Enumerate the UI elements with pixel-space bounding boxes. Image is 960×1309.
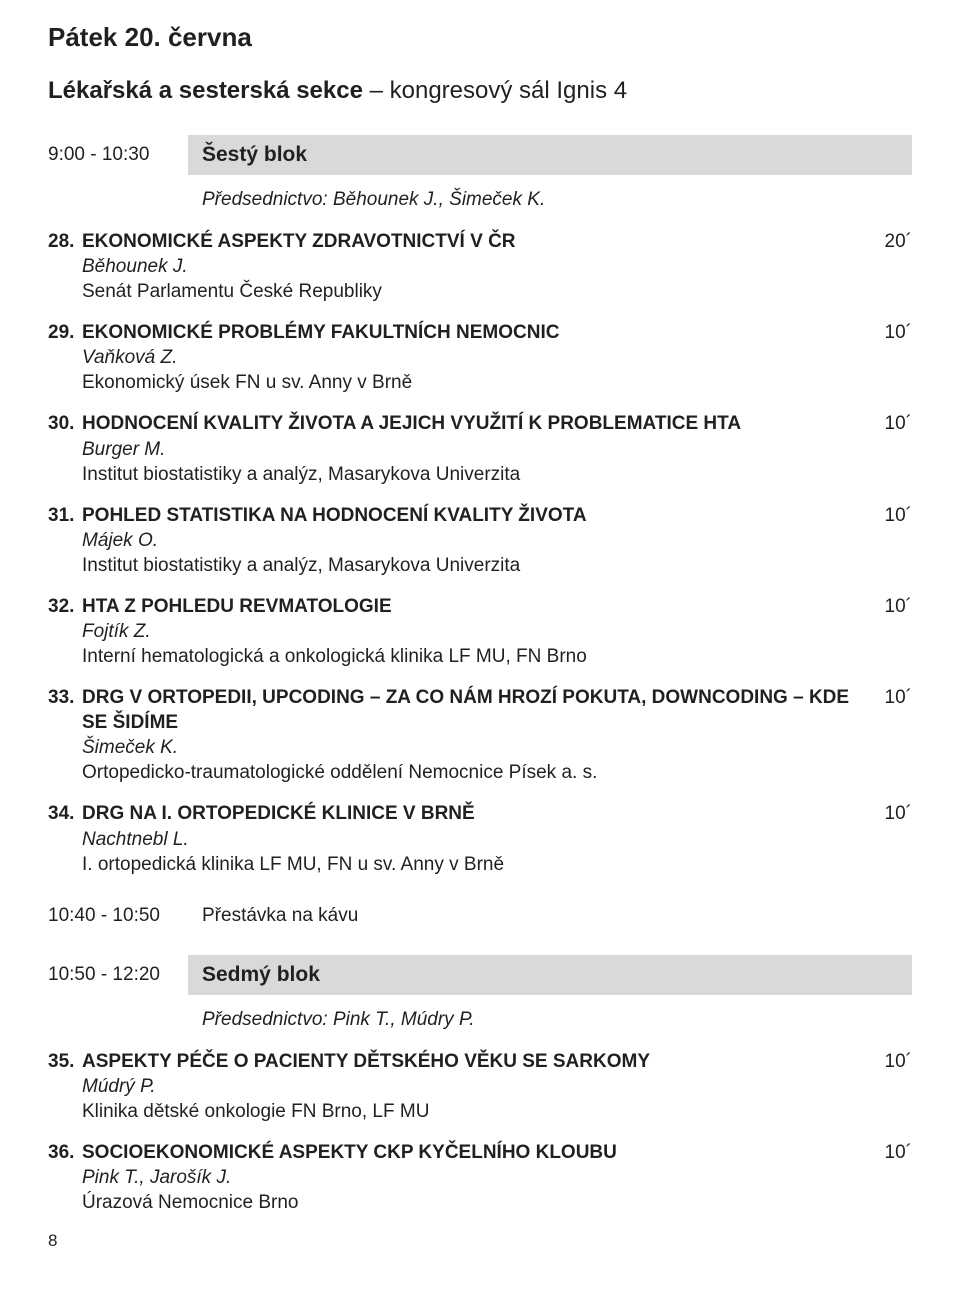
talk-title: ASPEKTY PÉČE O PACIENTY DĚTSKÉHO VĚKU SE… — [82, 1049, 885, 1074]
page-number: 8 — [48, 1231, 912, 1251]
talk-affiliation: I. ortopedická klinika LF MU, FN u sv. A… — [82, 852, 912, 877]
block-row: 10:50 - 12:20 Sedmý blok — [48, 955, 912, 995]
talk-author: Šimeček K. — [82, 735, 912, 760]
block-chair: Předsednictvo: Běhounek J., Šimeček K. — [202, 189, 912, 211]
talk-item: 29.EKONOMICKÉ PROBLÉMY FAKULTNÍCH NEMOCN… — [48, 320, 912, 395]
talk-author: Vaňková Z. — [82, 345, 912, 370]
talk-item: 28.EKONOMICKÉ ASPEKTY ZDRAVOTNICTVÍ V ČR… — [48, 229, 912, 304]
talk-head: 36.SOCIOEKONOMICKÉ ASPEKTY CKP KYČELNÍHO… — [48, 1140, 912, 1165]
block-row: 9:00 - 10:30 Šestý blok — [48, 135, 912, 175]
talk-affiliation: Institut biostatistiky a analýz, Masaryk… — [82, 553, 912, 578]
talk-head: 33.DRG V ORTOPEDII, UPCODING – ZA CO NÁM… — [48, 685, 912, 735]
talk-duration: 10´ — [885, 411, 912, 436]
talk-title: POHLED STATISTIKA NA HODNOCENÍ KVALITY Ž… — [82, 503, 885, 528]
talk-number: 34. — [48, 801, 82, 826]
talk-head: 31.POHLED STATISTIKA NA HODNOCENÍ KVALIT… — [48, 503, 912, 528]
talk-number: 30. — [48, 411, 82, 436]
talk-title: SOCIOEKONOMICKÉ ASPEKTY CKP KYČELNÍHO KL… — [82, 1140, 885, 1165]
talk-item: 34.DRG NA I. ORTOPEDICKÉ KLINICE V BRNĚ1… — [48, 801, 912, 876]
talk-head: 34.DRG NA I. ORTOPEDICKÉ KLINICE V BRNĚ1… — [48, 801, 912, 826]
talk-author: Fojtík Z. — [82, 619, 912, 644]
talk-title: EKONOMICKÉ PROBLÉMY FAKULTNÍCH NEMOCNIC — [82, 320, 885, 345]
talk-number: 33. — [48, 685, 82, 710]
talk-head: 30.HODNOCENÍ KVALITY ŽIVOTA A JEJICH VYU… — [48, 411, 912, 436]
talk-head: 32.HTA Z POHLEDU REVMATOLOGIE10´ — [48, 594, 912, 619]
talk-item: 35.ASPEKTY PÉČE O PACIENTY DĚTSKÉHO VĚKU… — [48, 1049, 912, 1124]
talk-author: Májek O. — [82, 528, 912, 553]
talk-duration: 10´ — [885, 685, 912, 710]
block-title: Šestý blok — [188, 135, 912, 175]
talk-author: Nachtnebl L. — [82, 827, 912, 852]
talk-number: 35. — [48, 1049, 82, 1074]
program-page: Pátek 20. června Lékařská a sesterská se… — [0, 0, 960, 1271]
talk-affiliation: Interní hematologická a onkologická klin… — [82, 644, 912, 669]
talk-duration: 10´ — [885, 1140, 912, 1165]
break-row: 10:40 - 10:50 Přestávka na kávu — [48, 905, 912, 927]
talk-number: 36. — [48, 1140, 82, 1165]
talk-affiliation: Senát Parlamentu České Republiky — [82, 279, 912, 304]
talk-duration: 10´ — [885, 594, 912, 619]
block-title: Sedmý blok — [188, 955, 912, 995]
talk-author: Múdrý P. — [82, 1074, 912, 1099]
section-heading: Lékařská a sesterská sekce – kongresový … — [48, 77, 912, 105]
break-time: 10:40 - 10:50 — [48, 905, 202, 927]
talk-head: 35.ASPEKTY PÉČE O PACIENTY DĚTSKÉHO VĚKU… — [48, 1049, 912, 1074]
talk-title: EKONOMICKÉ ASPEKTY ZDRAVOTNICTVÍ V ČR — [82, 229, 885, 254]
talk-affiliation: Klinika dětské onkologie FN Brno, LF MU — [82, 1099, 912, 1124]
talk-item: 33.DRG V ORTOPEDII, UPCODING – ZA CO NÁM… — [48, 685, 912, 785]
talk-item: 32.HTA Z POHLEDU REVMATOLOGIE10´Fojtík Z… — [48, 594, 912, 669]
talk-affiliation: Institut biostatistiky a analýz, Masaryk… — [82, 462, 912, 487]
block-chair: Předsednictvo: Pink T., Múdry P. — [202, 1009, 912, 1031]
talk-item: 31.POHLED STATISTIKA NA HODNOCENÍ KVALIT… — [48, 503, 912, 578]
talk-author: Burger M. — [82, 437, 912, 462]
talk-head: 28.EKONOMICKÉ ASPEKTY ZDRAVOTNICTVÍ V ČR… — [48, 229, 912, 254]
block-time: 9:00 - 10:30 — [48, 135, 188, 175]
talk-affiliation: Ekonomický úsek FN u sv. Anny v Brně — [82, 370, 912, 395]
talk-title: HTA Z POHLEDU REVMATOLOGIE — [82, 594, 885, 619]
talk-number: 29. — [48, 320, 82, 345]
talk-title: DRG V ORTOPEDII, UPCODING – ZA CO NÁM HR… — [82, 685, 885, 735]
block-time: 10:50 - 12:20 — [48, 955, 188, 995]
day-heading: Pátek 20. června — [48, 22, 912, 53]
talk-duration: 10´ — [885, 1049, 912, 1074]
talk-duration: 10´ — [885, 503, 912, 528]
talk-title: HODNOCENÍ KVALITY ŽIVOTA A JEJICH VYUŽIT… — [82, 411, 885, 436]
talk-duration: 10´ — [885, 320, 912, 345]
talk-duration: 20´ — [885, 229, 912, 254]
talks-list: 28.EKONOMICKÉ ASPEKTY ZDRAVOTNICTVÍ V ČR… — [48, 229, 912, 877]
talk-number: 28. — [48, 229, 82, 254]
talk-number: 32. — [48, 594, 82, 619]
section-heading-bold: Lékařská a sesterská sekce — [48, 77, 363, 104]
talk-item: 30.HODNOCENÍ KVALITY ŽIVOTA A JEJICH VYU… — [48, 411, 912, 486]
talk-affiliation: Úrazová Nemocnice Brno — [82, 1190, 912, 1215]
talk-number: 31. — [48, 503, 82, 528]
talk-author: Běhounek J. — [82, 254, 912, 279]
talk-item: 36.SOCIOEKONOMICKÉ ASPEKTY CKP KYČELNÍHO… — [48, 1140, 912, 1215]
section-heading-rest: – kongresový sál Ignis 4 — [363, 77, 627, 104]
talk-duration: 10´ — [885, 801, 912, 826]
talk-author: Pink T., Jarošík J. — [82, 1165, 912, 1190]
break-label: Přestávka na kávu — [202, 905, 358, 927]
talk-head: 29.EKONOMICKÉ PROBLÉMY FAKULTNÍCH NEMOCN… — [48, 320, 912, 345]
talk-affiliation: Ortopedicko-traumatologické oddělení Nem… — [82, 760, 912, 785]
talks-list: 35.ASPEKTY PÉČE O PACIENTY DĚTSKÉHO VĚKU… — [48, 1049, 912, 1215]
talk-title: DRG NA I. ORTOPEDICKÉ KLINICE V BRNĚ — [82, 801, 885, 826]
